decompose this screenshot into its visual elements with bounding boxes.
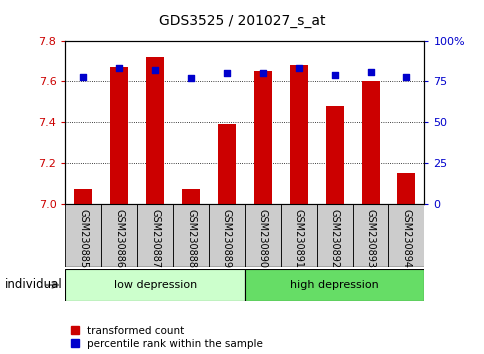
Point [294, 65, 302, 71]
Text: GSM230887: GSM230887 [150, 209, 160, 268]
Text: GSM230894: GSM230894 [401, 209, 410, 268]
Bar [65, 204, 101, 267]
Bar [244, 204, 280, 267]
Bar [65, 269, 244, 301]
Bar [110, 67, 128, 204]
Text: GSM230890: GSM230890 [257, 209, 267, 268]
Bar [173, 204, 209, 267]
Legend: transformed count, percentile rank within the sample: transformed count, percentile rank withi… [71, 326, 263, 349]
Bar [101, 204, 137, 267]
Bar [352, 204, 388, 267]
Bar [209, 204, 244, 267]
Text: GSM230888: GSM230888 [186, 209, 196, 268]
Bar [75, 189, 92, 204]
Bar [146, 57, 164, 204]
Text: GSM230885: GSM230885 [78, 209, 88, 268]
Text: GSM230886: GSM230886 [114, 209, 124, 268]
Point [402, 74, 409, 79]
Bar [325, 106, 343, 204]
Point [330, 72, 338, 78]
Bar [244, 269, 424, 301]
Point [79, 74, 87, 79]
Text: GSM230891: GSM230891 [293, 209, 303, 268]
Text: high depression: high depression [290, 280, 378, 290]
Point [258, 70, 266, 76]
Bar [254, 71, 271, 204]
Text: GDS3525 / 201027_s_at: GDS3525 / 201027_s_at [159, 14, 325, 28]
Bar [137, 204, 173, 267]
Bar [218, 124, 235, 204]
Point [115, 65, 123, 71]
Bar [316, 204, 352, 267]
Text: individual: individual [5, 279, 62, 291]
Bar [388, 204, 424, 267]
Point [366, 69, 374, 74]
Bar [361, 81, 378, 204]
Bar [182, 189, 200, 204]
Text: GSM230889: GSM230889 [222, 209, 231, 268]
Bar [289, 65, 307, 204]
Text: GSM230892: GSM230892 [329, 209, 339, 268]
Point [223, 70, 230, 76]
Point [187, 75, 195, 81]
Bar [397, 173, 414, 204]
Point [151, 67, 159, 73]
Bar [280, 204, 316, 267]
Text: GSM230893: GSM230893 [365, 209, 375, 268]
Text: low depression: low depression [113, 280, 197, 290]
